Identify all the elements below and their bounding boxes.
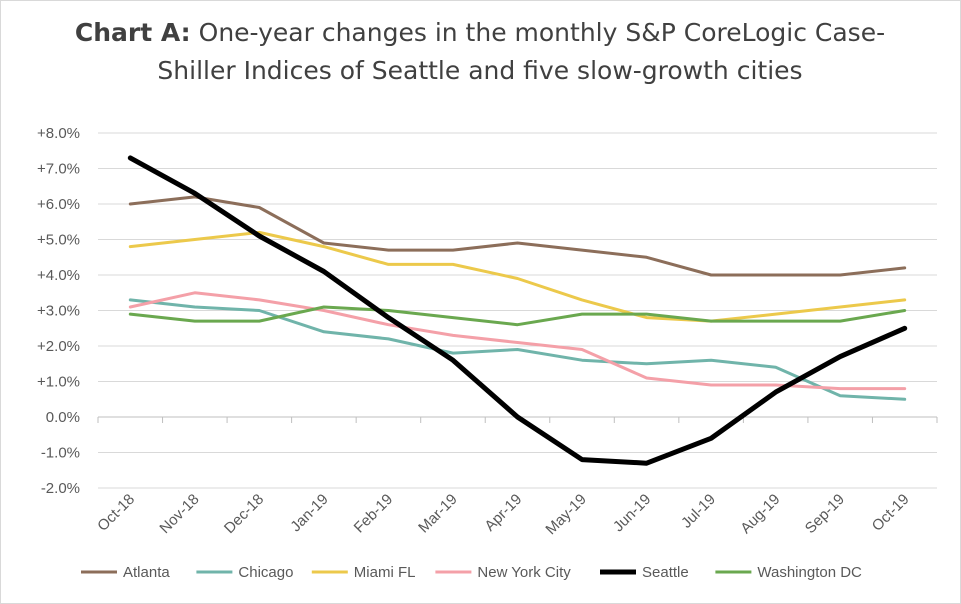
y-tick-label: -2.0% — [41, 480, 80, 497]
x-tick-label: Sep-19 — [802, 491, 848, 537]
y-tick-label: +7.0% — [37, 161, 80, 178]
y-tick-label: +3.0% — [37, 303, 80, 320]
x-tick-label: Dec-18 — [221, 491, 267, 537]
x-tick-label: Aug-19 — [737, 491, 783, 537]
chart-title-text: One-year changes in the monthly S&P Core… — [157, 18, 886, 85]
y-tick-label: +4.0% — [37, 267, 80, 284]
legend-label: Seattle — [642, 564, 689, 581]
legend-label: New York City — [477, 564, 571, 581]
y-axis-ticks: -2.0% -1.0% 0.0% +1.0% +2.0% +3.0% +4.0% +5.0% +… — [37, 125, 80, 497]
x-tick-label: Nov-18 — [156, 491, 202, 537]
x-tick-label: Apr-19 — [481, 491, 525, 535]
legend-label: Washington DC — [757, 564, 862, 581]
y-tick-label: +6.0% — [37, 196, 80, 213]
chart-title: Chart A: One-year changes in the monthly… — [60, 14, 900, 90]
legend-label: Chicago — [238, 564, 293, 581]
series-line-seattle — [127, 155, 908, 466]
series-line-chicago — [128, 298, 907, 401]
y-tick-label: -1.0% — [41, 445, 80, 462]
series-line-miami-fl — [128, 230, 907, 323]
series-line-new-york-city — [128, 291, 907, 391]
legend: Atlanta Chicago Miami FL New York City Seatt… — [81, 564, 862, 581]
series-lines — [127, 155, 908, 466]
series-line-washington-dc — [128, 305, 907, 327]
y-tick-label: +8.0% — [37, 125, 80, 142]
y-tick-label: +1.0% — [37, 374, 80, 391]
x-tick-label: Jul-19 — [678, 491, 719, 532]
x-tick-label: Jun-19 — [610, 491, 654, 535]
legend-label: Atlanta — [123, 564, 170, 581]
y-tick-label: +2.0% — [37, 338, 80, 355]
x-tick-label: May-19 — [542, 491, 589, 538]
chart-title-bold: Chart A: — [74, 18, 191, 47]
legend-label: Miami FL — [354, 564, 416, 581]
y-tick-label: +5.0% — [37, 232, 80, 249]
x-axis: Oct-18 Nov-18 Dec-18 Jan-19 Feb-19 Mar-19 Apr-… — [94, 416, 938, 538]
x-tick-label: Mar-19 — [415, 491, 461, 537]
x-tick-label: Jan-19 — [287, 491, 331, 535]
series-line-atlanta — [128, 195, 907, 277]
y-tick-label: 0.0% — [46, 409, 80, 426]
x-tick-label: Oct-18 — [94, 491, 138, 535]
x-tick-label: Feb-19 — [351, 491, 397, 537]
x-tick-label: Oct-19 — [869, 491, 913, 535]
